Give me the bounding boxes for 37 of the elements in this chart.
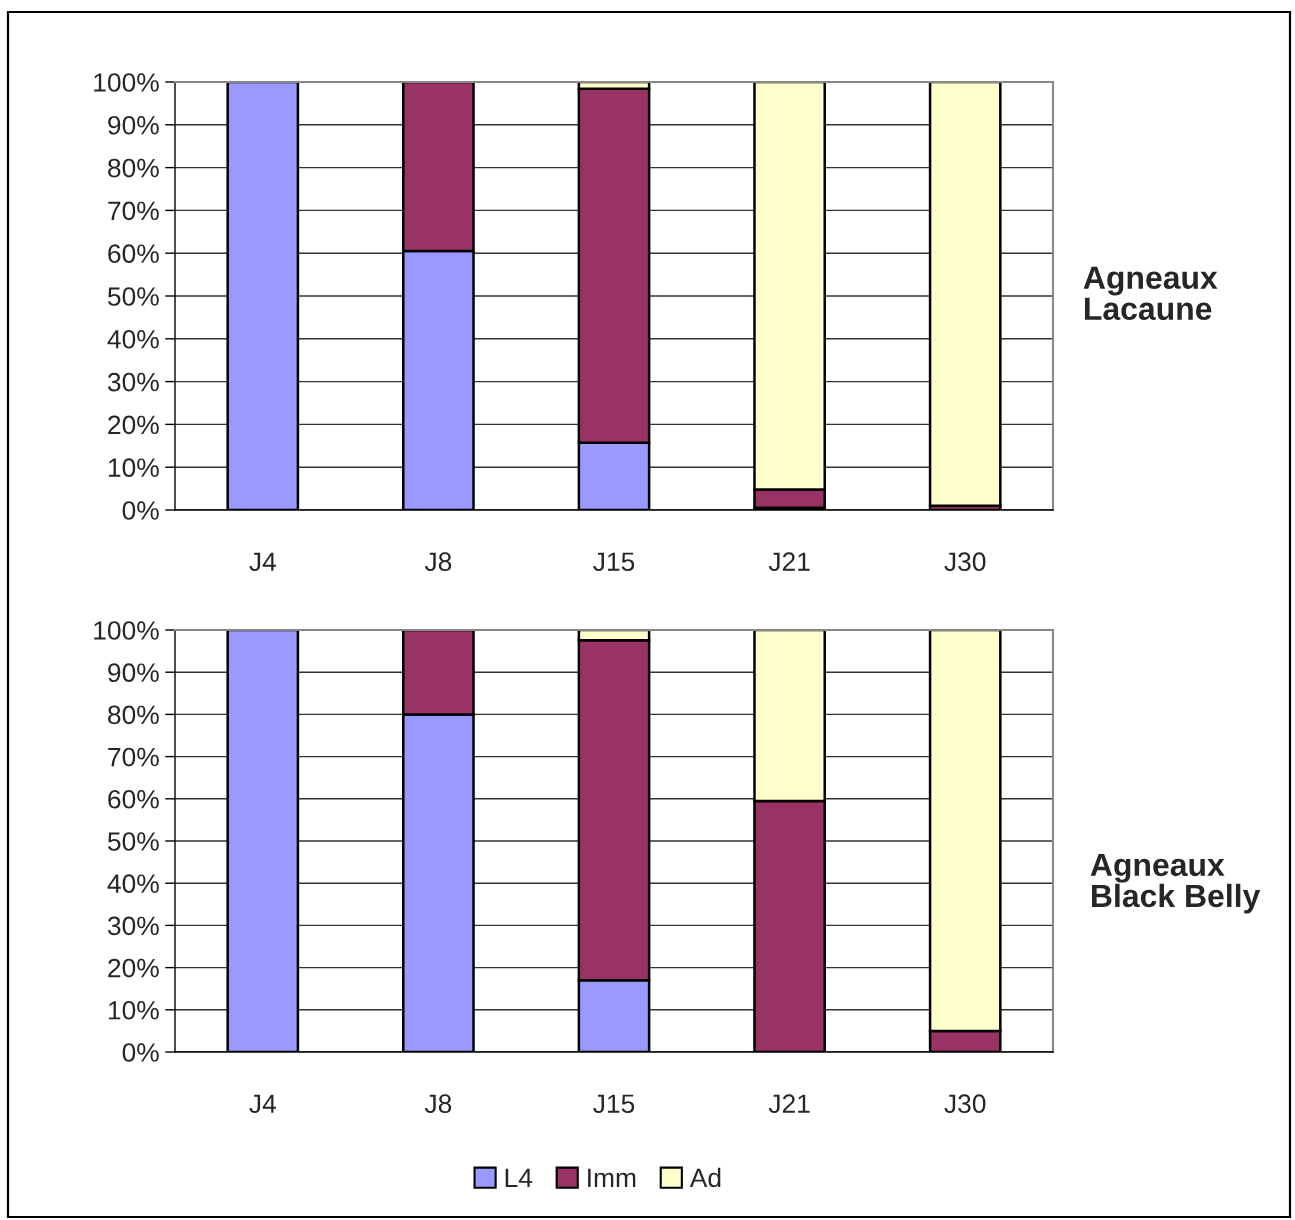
y-tick-label: 80% [108,158,159,178]
y-tick-label: 60% [108,244,159,264]
y-tick-label: 50% [107,832,159,851]
y-tick-label: 30% [107,916,159,936]
text: Agneaux Black Belly [1090,853,1261,914]
y-tick-label: 100% [94,621,159,640]
y-tick-label: 40% [107,874,159,894]
y-tick-label: 100% [94,73,159,92]
y-tick-label: 40% [107,329,159,349]
x-tick-label: J21 [768,552,810,572]
legend-label: Imm [588,1168,636,1187]
x-tick-label: J15 [593,552,635,572]
x-tick-label: J4 [249,1094,276,1114]
x-tick-label: J4 [249,552,276,572]
y-tick-label: 30% [107,372,159,392]
y-tick-label: 0% [122,1043,159,1062]
y-tick-label: 0% [122,501,159,520]
x-tick-label: J21 [768,1094,810,1114]
x-tick-label: J8 [424,1094,452,1114]
legend-label: Ad [689,1167,721,1188]
x-tick-label: J30 [944,552,986,572]
x-tick-label: J15 [593,1094,635,1114]
y-tick-label: 70% [108,747,159,767]
y-tick-label: 10% [108,1000,159,1020]
y-tick-label: 70% [108,201,159,221]
x-tick-label: J30 [944,1094,986,1114]
y-tick-label: 20% [108,415,159,435]
y-tick-label: 10% [108,458,159,478]
y-tick-label: 90% [108,663,159,683]
y-tick-label: 60% [108,789,159,809]
y-tick-label: 20% [108,958,159,978]
text: Agneaux Lacaune [1083,266,1218,321]
legend-label: L4 [505,1168,533,1187]
y-tick-label: 90% [108,115,159,135]
y-tick-label: 80% [108,705,159,725]
x-tick-label: J8 [424,552,452,572]
y-tick-label: 50% [107,287,159,306]
